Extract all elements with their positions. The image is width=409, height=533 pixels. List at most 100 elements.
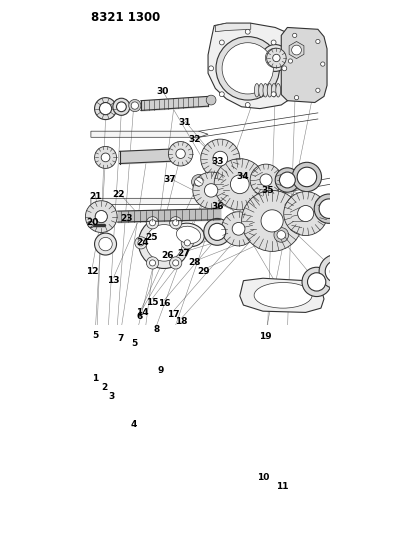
Circle shape [95, 211, 107, 223]
Polygon shape [354, 237, 409, 269]
Ellipse shape [271, 84, 276, 97]
Circle shape [313, 194, 343, 223]
Text: 4: 4 [130, 419, 137, 429]
Text: 7: 7 [117, 334, 123, 343]
Text: 31: 31 [178, 118, 191, 126]
Circle shape [315, 88, 319, 92]
Circle shape [206, 95, 216, 105]
Circle shape [292, 33, 296, 37]
Circle shape [329, 265, 342, 278]
Circle shape [192, 172, 229, 209]
Text: 22: 22 [112, 190, 124, 198]
Circle shape [172, 220, 178, 226]
Circle shape [281, 66, 286, 71]
Circle shape [221, 212, 255, 246]
Circle shape [364, 205, 391, 232]
Ellipse shape [267, 84, 272, 97]
Circle shape [94, 233, 116, 255]
Circle shape [149, 260, 155, 266]
Circle shape [219, 92, 224, 96]
Circle shape [301, 267, 330, 296]
Ellipse shape [254, 84, 258, 97]
Ellipse shape [369, 241, 402, 263]
Circle shape [279, 172, 294, 188]
Circle shape [212, 151, 227, 166]
Text: 29: 29 [196, 267, 209, 276]
Circle shape [191, 174, 206, 189]
Circle shape [245, 102, 249, 107]
Polygon shape [215, 23, 250, 32]
Circle shape [320, 62, 324, 66]
Circle shape [318, 199, 338, 219]
Circle shape [249, 164, 281, 196]
Circle shape [137, 240, 144, 246]
Circle shape [208, 223, 225, 240]
Text: 36: 36 [211, 201, 223, 211]
Circle shape [146, 257, 158, 269]
Circle shape [99, 102, 111, 115]
Circle shape [276, 231, 285, 239]
Text: 18: 18 [175, 317, 187, 326]
Text: 3: 3 [108, 392, 115, 401]
Ellipse shape [275, 84, 280, 97]
Text: 17: 17 [166, 310, 179, 319]
Ellipse shape [254, 282, 311, 308]
Circle shape [231, 222, 244, 235]
Circle shape [315, 39, 319, 44]
Circle shape [333, 192, 357, 216]
Text: 10: 10 [256, 473, 268, 482]
Circle shape [204, 184, 217, 197]
Circle shape [261, 45, 288, 71]
Text: 23: 23 [120, 214, 133, 223]
Circle shape [266, 48, 285, 68]
Circle shape [318, 254, 353, 288]
Ellipse shape [176, 226, 200, 244]
Circle shape [307, 273, 325, 291]
Circle shape [208, 66, 213, 71]
Text: 1: 1 [92, 374, 98, 383]
Circle shape [172, 260, 178, 266]
Circle shape [272, 54, 279, 62]
Text: 21: 21 [89, 192, 101, 201]
Text: 34: 34 [235, 173, 248, 181]
Circle shape [373, 213, 383, 223]
Circle shape [291, 45, 301, 55]
Text: 6: 6 [136, 312, 142, 320]
Circle shape [273, 228, 288, 242]
Circle shape [288, 59, 292, 63]
Circle shape [274, 168, 299, 192]
Circle shape [88, 222, 94, 228]
Circle shape [337, 197, 353, 212]
Text: 8321 1300: 8321 1300 [91, 11, 160, 24]
Text: 16: 16 [157, 299, 170, 308]
Ellipse shape [262, 84, 267, 97]
Circle shape [94, 98, 116, 119]
Circle shape [175, 149, 185, 158]
Circle shape [184, 240, 190, 246]
Circle shape [203, 219, 230, 245]
Text: 5: 5 [131, 339, 137, 348]
Circle shape [168, 142, 192, 166]
Text: 30: 30 [156, 87, 168, 96]
Ellipse shape [172, 223, 204, 247]
Circle shape [95, 211, 107, 223]
Text: 12: 12 [85, 267, 98, 276]
Circle shape [216, 37, 279, 100]
Circle shape [146, 224, 182, 261]
Text: 11: 11 [276, 482, 288, 491]
Circle shape [116, 102, 126, 111]
Polygon shape [288, 42, 303, 59]
Circle shape [292, 163, 321, 191]
Ellipse shape [258, 84, 263, 97]
Circle shape [261, 210, 283, 232]
Circle shape [259, 174, 272, 186]
Circle shape [128, 100, 141, 111]
Circle shape [181, 237, 193, 249]
Circle shape [219, 40, 224, 45]
Text: 14: 14 [135, 308, 148, 317]
Circle shape [297, 167, 316, 187]
Circle shape [270, 40, 275, 45]
Circle shape [112, 98, 130, 115]
Circle shape [169, 217, 181, 229]
Circle shape [94, 147, 116, 168]
